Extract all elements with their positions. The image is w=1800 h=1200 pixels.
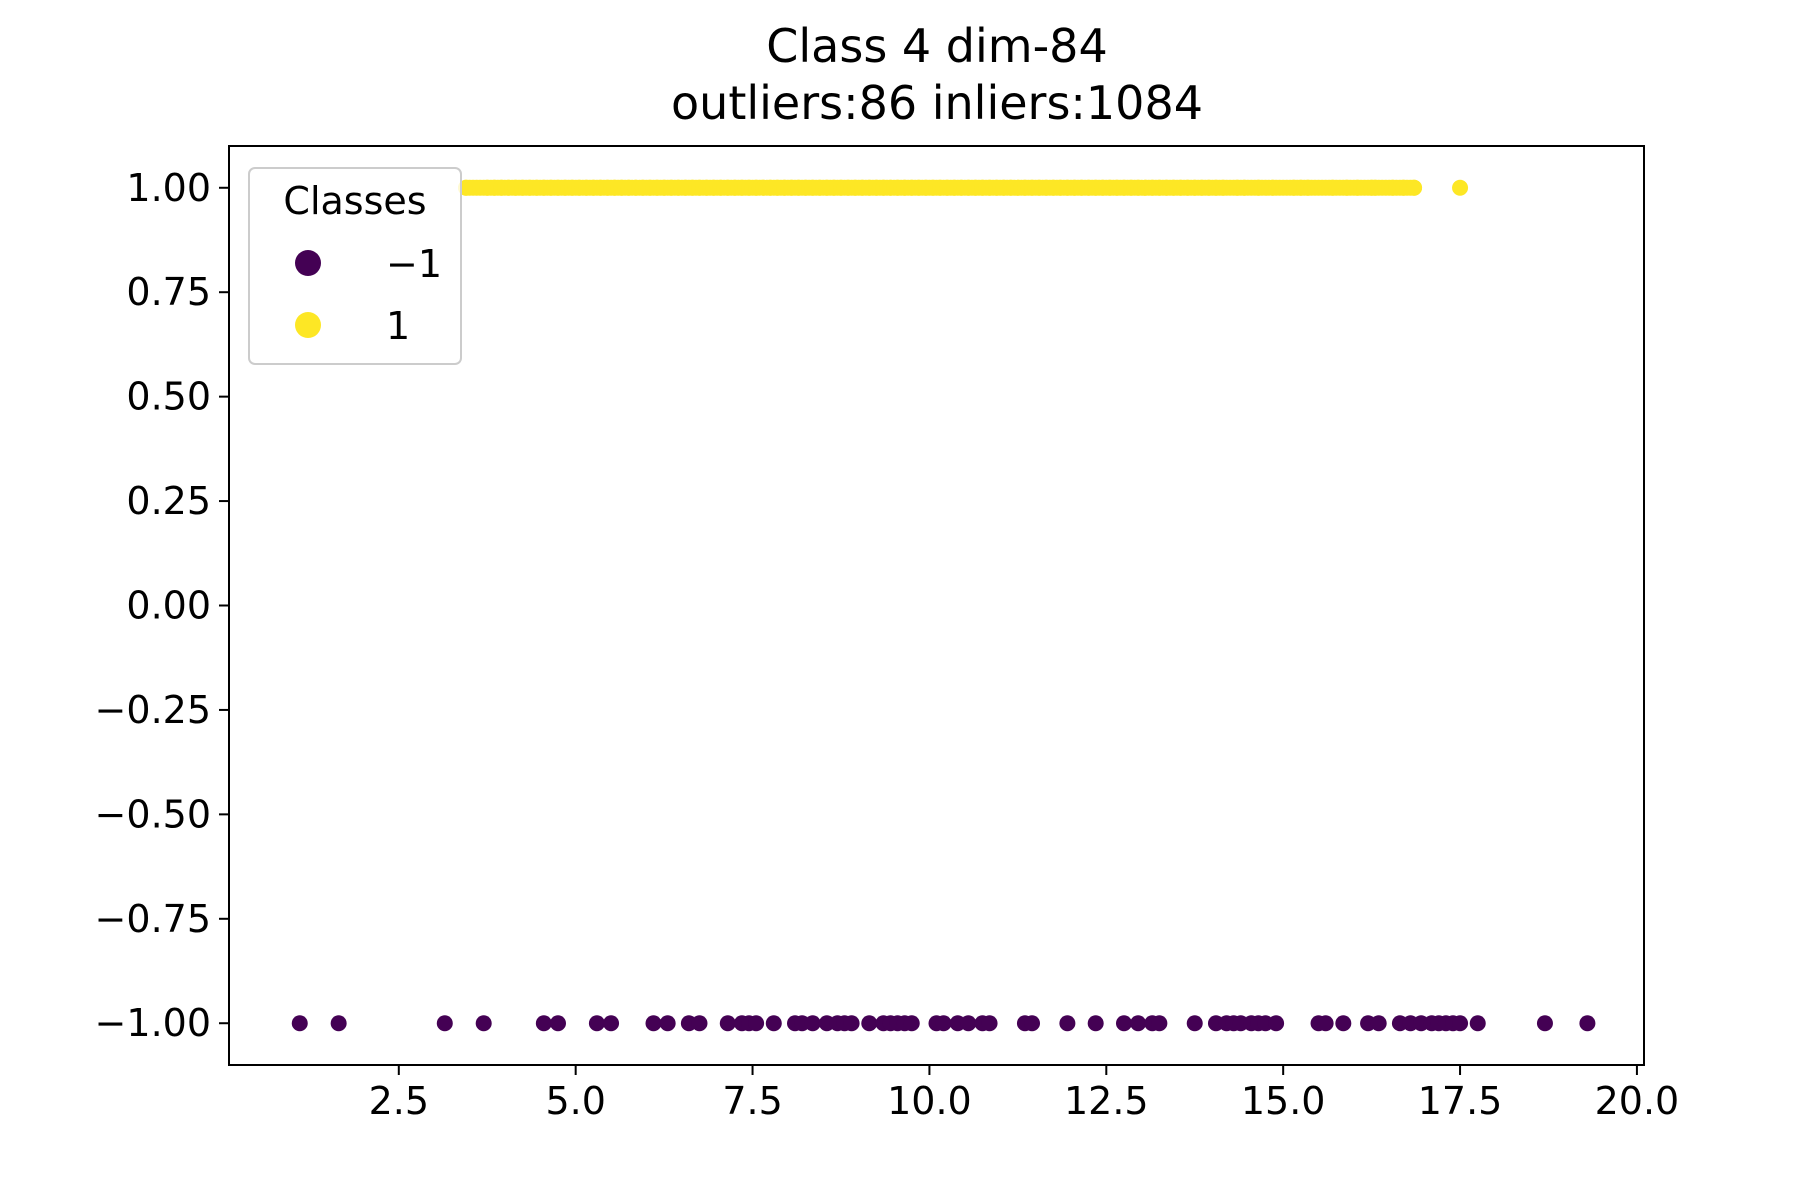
- outlier-point: [1186, 1015, 1203, 1032]
- outlier-point: [603, 1015, 620, 1032]
- x-tick-label: 20.0: [1595, 1079, 1680, 1123]
- y-tick-label: −0.75: [95, 897, 211, 941]
- outlier-point: [291, 1015, 308, 1032]
- outlier-point: [1059, 1015, 1076, 1032]
- outlier-point: [748, 1015, 765, 1032]
- outlier-point: [960, 1015, 977, 1032]
- inlier-point: [1406, 179, 1423, 196]
- outlier-point: [588, 1015, 605, 1032]
- x-tick-label: 17.5: [1418, 1079, 1503, 1123]
- data-points: [291, 179, 1596, 1032]
- outlier-point: [1335, 1015, 1352, 1032]
- outlier-point: [1130, 1015, 1147, 1032]
- outlier-point: [804, 1015, 821, 1032]
- outlier-point: [1268, 1015, 1285, 1032]
- x-tick-label: 2.5: [369, 1079, 429, 1123]
- legend-label-minus-one: −1: [386, 242, 442, 286]
- x-axis: 2.5 5.0 7.5 10.0 12.5 15.0 17.5 20.0: [369, 1065, 1680, 1123]
- legend-marker-one: [295, 312, 321, 338]
- outlier-point: [935, 1015, 952, 1032]
- y-tick-label: 0.50: [126, 375, 211, 419]
- y-axis: 1.00 0.75 0.50 0.25 0.00 −0.25 −0.50 −0.75 −1.00: [95, 166, 229, 1045]
- outlier-point: [659, 1015, 676, 1032]
- outlier-point: [1151, 1015, 1168, 1032]
- outlier-point: [1024, 1015, 1041, 1032]
- outlier-point: [1452, 1015, 1469, 1032]
- outlier-point: [475, 1015, 492, 1032]
- x-tick-label: 10.0: [887, 1079, 972, 1123]
- y-tick-label: 1.00: [126, 166, 211, 210]
- chart-title: Class 4 dim-84: [766, 19, 1107, 73]
- outlier-point: [549, 1015, 566, 1032]
- outlier-point: [1469, 1015, 1486, 1032]
- legend: Classes −1 1: [248, 167, 462, 365]
- outlier-point: [861, 1015, 878, 1032]
- outlier-point: [1370, 1015, 1387, 1032]
- legend-marker-minus-one: [295, 250, 321, 276]
- y-tick-label: −0.50: [95, 792, 211, 836]
- outlier-point: [1087, 1015, 1104, 1032]
- x-tick-label: 5.0: [545, 1079, 605, 1123]
- chart-subtitle: outliers:86 inliers:1084: [671, 76, 1203, 130]
- outlier-point: [1579, 1015, 1596, 1032]
- legend-label-one: 1: [386, 304, 410, 348]
- inlier-point: [1452, 179, 1469, 196]
- y-tick-label: −1.00: [95, 1001, 211, 1045]
- outlier-point: [765, 1015, 782, 1032]
- outlier-point: [719, 1015, 736, 1032]
- y-tick-label: 0.00: [126, 584, 211, 628]
- outlier-point: [1536, 1015, 1553, 1032]
- x-tick-label: 12.5: [1064, 1079, 1149, 1123]
- y-tick-label: 0.25: [126, 479, 211, 523]
- outlier-point: [330, 1015, 347, 1032]
- outlier-point: [645, 1015, 662, 1032]
- outlier-point: [843, 1015, 860, 1032]
- y-tick-label: 0.75: [126, 270, 211, 314]
- outlier-point: [691, 1015, 708, 1032]
- outlier-point: [436, 1015, 453, 1032]
- x-tick-label: 15.0: [1241, 1079, 1326, 1123]
- x-tick-label: 7.5: [722, 1079, 782, 1123]
- y-tick-label: −0.25: [95, 688, 211, 732]
- outlier-point: [903, 1015, 920, 1032]
- outlier-point: [1317, 1015, 1334, 1032]
- legend-entry-minus-one: −1: [295, 242, 442, 286]
- outlier-point: [1115, 1015, 1132, 1032]
- legend-title: Classes: [283, 179, 426, 223]
- legend-entry-one: 1: [295, 304, 410, 348]
- outlier-point: [981, 1015, 998, 1032]
- outlier-point: [535, 1015, 552, 1032]
